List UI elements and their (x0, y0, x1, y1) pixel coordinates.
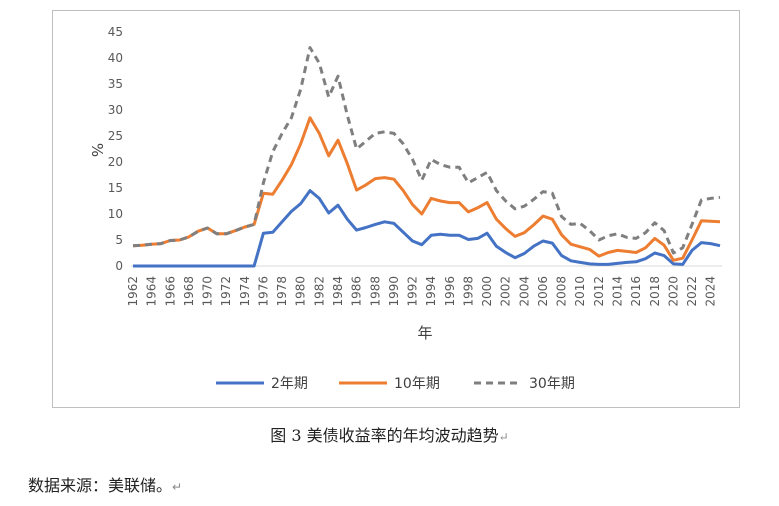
x-tick-label: 1972 (219, 276, 233, 307)
legend: 2年期 10年期 30年期 (216, 376, 575, 392)
x-tick-label: 2012 (592, 276, 606, 307)
x-tick-label: 1968 (182, 276, 196, 307)
x-tick-label: 2006 (536, 276, 550, 307)
series-line-1 (133, 189, 721, 268)
y-tick-label: 30 (108, 103, 123, 117)
source-text: 数据来源：美联储。 (28, 476, 173, 495)
legend-label-1: 2年期 (271, 376, 308, 392)
x-tick-label: 2022 (685, 276, 699, 307)
chart-frame (52, 10, 740, 408)
x-tick-label: 2004 (517, 276, 531, 307)
x-tick-label: 1998 (461, 276, 475, 307)
x-tick-label: 1988 (368, 276, 382, 307)
x-tick-label: 1986 (350, 276, 364, 307)
y-tick-label: 35 (108, 77, 123, 91)
x-tick-labels: 1962 1964 1966 1968 1970 1972 1974 1976 1978 1980… (126, 276, 718, 307)
x-tick-label: 2008 (555, 276, 569, 307)
legend-label-2: 10年期 (394, 376, 440, 392)
y-tick-label: 45 (108, 25, 123, 39)
x-tick-label: 1994 (424, 276, 438, 307)
caption-text: 图 3 美债收益率的年均波动趋势 (270, 426, 499, 445)
y-tick-label: 25 (108, 129, 123, 143)
x-tick-label: 1990 (387, 276, 401, 307)
x-tick-label: 1984 (331, 276, 345, 307)
x-tick-label: 1964 (145, 276, 159, 307)
x-tick-label: 2018 (648, 276, 662, 307)
x-tick-label: 1980 (294, 276, 308, 307)
y-tick-label: 20 (108, 155, 123, 169)
series-line-2 (132, 116, 721, 262)
y-tick-label: 0 (115, 259, 123, 273)
x-tick-label: 2010 (573, 276, 587, 307)
y-tick-label: 5 (115, 233, 123, 247)
x-tick-label: 1978 (275, 276, 289, 307)
series-lines (132, 46, 721, 268)
x-tick-label: 2016 (629, 276, 643, 307)
x-tick-label: 2014 (611, 276, 625, 307)
x-tick-label: 2020 (666, 276, 680, 307)
y-tick-label: 10 (108, 207, 123, 221)
x-tick-label: 2000 (480, 276, 494, 307)
x-tick-label: 1996 (443, 276, 457, 307)
paragraph-mark-icon: ↵ (498, 430, 509, 444)
y-tick-label: 40 (108, 51, 123, 65)
x-axis-label: 年 (417, 324, 432, 342)
y-tick-labels: 0 5 10 15 20 25 30 35 40 45 (108, 25, 123, 273)
figure-caption: 图 3 美债收益率的年均波动趋势↵ (0, 422, 779, 446)
x-tick-label: 1962 (126, 276, 140, 307)
x-tick-label: 1976 (256, 276, 270, 307)
x-tick-label: 1974 (238, 276, 252, 307)
x-tick-label: 1970 (201, 276, 215, 307)
x-tick-label: 2002 (499, 276, 513, 307)
x-tick-label: 1982 (312, 276, 326, 307)
source-note: 数据来源：美联储。↵ (28, 472, 182, 496)
legend-label-3: 30年期 (529, 376, 575, 392)
x-tick-label: 1966 (163, 276, 177, 307)
paragraph-mark-icon: ↵ (172, 480, 183, 494)
x-tick-label: 1992 (406, 276, 420, 307)
y-axis-label: % (88, 143, 106, 157)
series-line-3 (132, 46, 721, 255)
x-tick-label: 2024 (704, 276, 718, 307)
y-tick-label: 15 (108, 181, 123, 195)
